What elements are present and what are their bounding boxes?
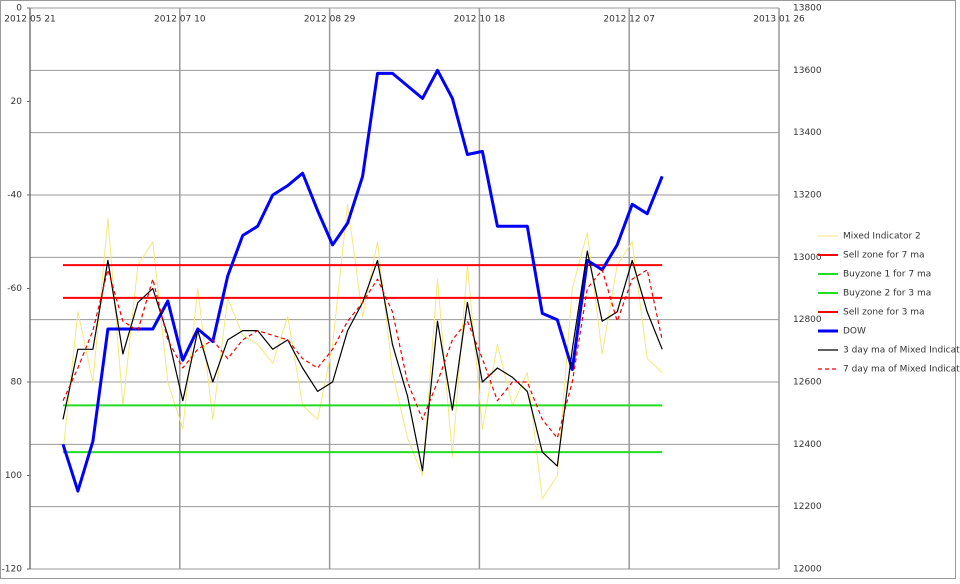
- y-tick-label: 100: [5, 471, 22, 481]
- y2-tick-label: 12800: [793, 315, 822, 325]
- x-tick-label: 2012 12 07: [603, 15, 655, 25]
- y2-tick-label: 13000: [793, 253, 822, 263]
- legend-label: Buyzone 1 for 7 ma: [843, 270, 931, 280]
- x-tick-label: 2012 08 29: [304, 15, 356, 25]
- series-line: [62, 269, 663, 439]
- y-tick-label: -60: [7, 284, 22, 294]
- y2-tick-label: 12200: [793, 502, 822, 512]
- legend-label: DOW: [843, 327, 866, 337]
- y-tick-label: -120: [2, 565, 23, 575]
- y-tick-label: -40: [7, 191, 22, 201]
- y-tick-label: 0: [16, 4, 22, 14]
- legend-label: 3 day ma of Mixed Indicator 2: [843, 346, 960, 356]
- y-tick-label: 20: [11, 97, 23, 107]
- series-line: [62, 203, 663, 500]
- y2-tick-label: 12000: [793, 565, 822, 575]
- x-tick-label: 2013 01 26: [753, 15, 805, 25]
- y2-tick-label: 13600: [793, 66, 822, 76]
- y2-tick-label: 13200: [793, 191, 822, 201]
- legend-label: Sell zone for 3 ma: [843, 308, 925, 318]
- y2-tick-label: 12600: [793, 378, 822, 388]
- y2-tick-label: 12400: [793, 440, 822, 450]
- legend-label: Sell zone for 7 ma: [843, 251, 925, 261]
- y-tick-label: 80: [11, 378, 23, 388]
- x-tick-label: 2012 07 10: [154, 15, 206, 25]
- y2-tick-label: 13800: [793, 4, 822, 14]
- y2-tick-label: 13400: [793, 128, 822, 138]
- x-tick-label: 2012 10 18: [454, 15, 506, 25]
- series-line: [61, 68, 664, 493]
- legend-label: Buyzone 2 for 3 ma: [843, 289, 931, 299]
- legend-label: Mixed Indicator 2: [843, 232, 921, 242]
- legend-label: 7 day ma of Mixed Indicator 2: [843, 365, 960, 375]
